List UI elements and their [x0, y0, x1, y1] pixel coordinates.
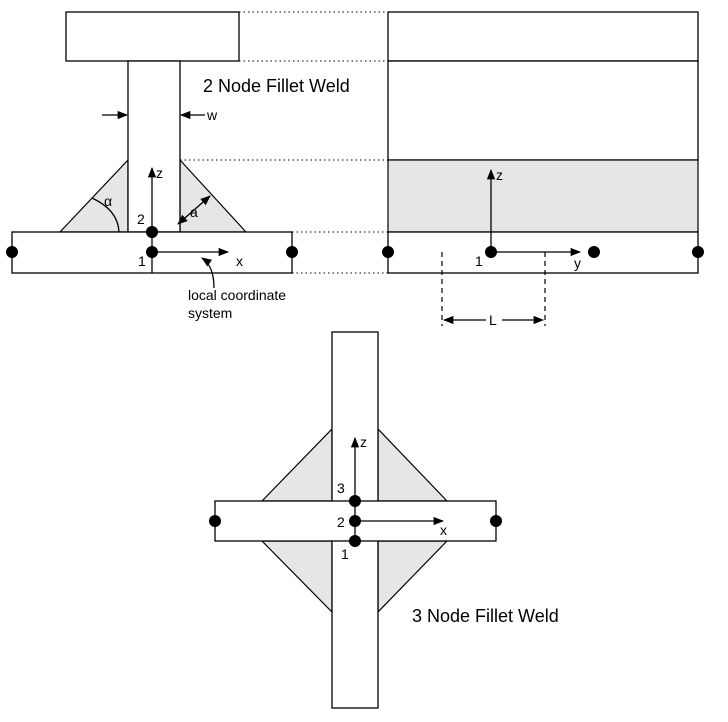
side-node-1-label: 1	[475, 253, 483, 269]
three-node-1	[349, 535, 361, 547]
weld-bottom-left	[260, 540, 333, 614]
right-weld	[179, 158, 248, 233]
side-node-1	[485, 246, 497, 258]
three-node-2-label: 2	[337, 514, 345, 530]
three-node-1-label: 1	[341, 546, 349, 562]
node-2	[146, 226, 158, 238]
three-node-2	[349, 515, 361, 527]
weld-bottom-right	[377, 540, 449, 614]
three-z-axis-label: z	[360, 434, 367, 450]
weld-top-right	[377, 427, 449, 502]
side-base-plate	[387, 231, 699, 274]
alpha-arc	[91, 197, 120, 233]
left-weld	[58, 158, 129, 233]
side-y-axis-label: y	[574, 255, 581, 271]
node-1	[146, 246, 158, 258]
left-end-node	[6, 246, 18, 258]
three-node-view: z x 3 2 1	[209, 331, 502, 709]
x-axis-label: x	[236, 253, 243, 269]
web-plate	[127, 60, 181, 233]
side-weld-band	[387, 159, 699, 233]
local-coord-label-1: local coordinate	[188, 287, 286, 303]
side-top-flange	[387, 11, 699, 62]
top-flange	[65, 11, 240, 62]
three-right-end-node	[490, 515, 502, 527]
three-node-title: 3 Node Fillet Weld	[412, 606, 559, 626]
two-node-side-view: z y 1 L	[382, 11, 704, 328]
right-end-node	[286, 246, 298, 258]
L-label: L	[489, 312, 497, 328]
a-arrow	[177, 195, 211, 225]
three-x-axis-label: x	[440, 522, 447, 538]
projection-lines	[180, 11, 388, 274]
weld-top-left	[260, 427, 333, 502]
side-right-node-mid	[588, 246, 600, 258]
local-coord-label-2: system	[188, 305, 232, 321]
node-2-label: 2	[137, 211, 145, 227]
node-1-label: 1	[138, 253, 146, 269]
side-web	[387, 60, 699, 161]
alpha-label: α	[104, 193, 112, 209]
local-coord-pointer	[201, 257, 215, 289]
two-node-front-view: w α a z x 2 1 local coordinate system	[6, 11, 298, 321]
two-node-title: 2 Node Fillet Weld	[203, 76, 350, 96]
side-left-node	[382, 246, 394, 258]
node-3	[349, 495, 361, 507]
side-z-axis-label: z	[496, 167, 503, 183]
a-label: a	[190, 204, 198, 220]
side-right-end-node	[692, 246, 704, 258]
L-label-bg	[486, 312, 502, 326]
w-label: w	[206, 107, 218, 123]
three-left-end-node	[209, 515, 221, 527]
node-3-label: 3	[337, 480, 345, 496]
z-axis-label: z	[156, 165, 163, 181]
